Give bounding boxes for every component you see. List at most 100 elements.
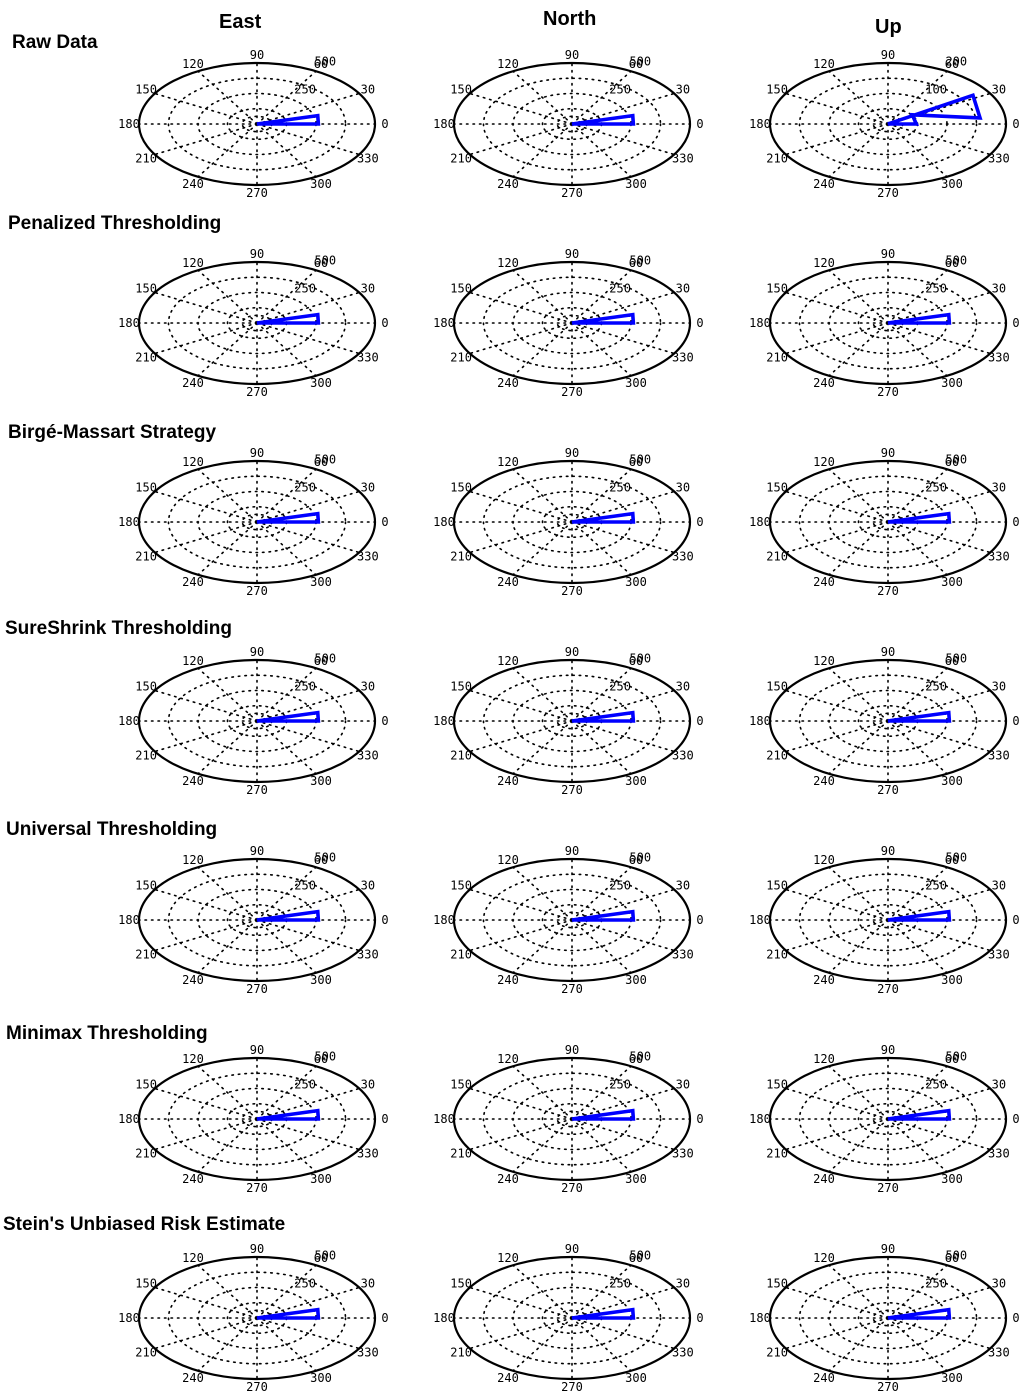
grid-spoke: [154, 521, 258, 554]
grid-spoke: [154, 888, 258, 921]
grid-spoke: [256, 919, 317, 974]
grid-ring: [798, 1271, 978, 1365]
polar-chart: 0 30 60 90 120 150 180 210 240 270 300 330 100 200: [749, 48, 1019, 200]
grid-spoke: [828, 1065, 889, 1120]
grid-spoke: [154, 1087, 258, 1120]
theta-tick-label: 210: [450, 351, 472, 365]
theta-tick-label: 240: [497, 973, 519, 987]
theta-tick-label: 270: [561, 1181, 583, 1195]
grid-spoke: [571, 468, 632, 523]
polar-frame: [137, 1056, 377, 1182]
grid-spoke: [256, 123, 360, 156]
radial-tick-label: 500: [945, 253, 967, 267]
theta-tick-label: 90: [881, 247, 895, 261]
column-title-north: North: [543, 8, 597, 30]
theta-tick-label: 90: [565, 1242, 579, 1256]
theta-tick-label: 30: [992, 282, 1006, 296]
theta-tick-label: 30: [676, 1277, 690, 1291]
theta-tick-label: 120: [182, 1052, 204, 1066]
grid-spoke: [785, 1286, 889, 1319]
data-wedge: [256, 1108, 321, 1121]
theta-tick-label: 120: [497, 654, 519, 668]
theta-tick-label: 330: [672, 948, 694, 962]
grid-spoke: [887, 322, 948, 377]
theta-tick-label: 90: [250, 446, 264, 460]
theta-tick-label: 300: [625, 774, 647, 788]
grid-spoke: [571, 269, 632, 324]
theta-tick-label: 330: [357, 351, 379, 365]
theta-tick-label: 90: [881, 844, 895, 858]
polar-chart: 0 30 60 90 120 150 180 210 240 270 300 330 250 500: [749, 1043, 1019, 1195]
theta-tick-label: 90: [250, 645, 264, 659]
theta-tick-label: 120: [497, 256, 519, 270]
grid-spoke: [154, 1317, 258, 1350]
theta-tick-label: 0: [696, 714, 703, 728]
grid-ring: [167, 873, 347, 967]
theta-tick-label: 0: [696, 913, 703, 927]
theta-tick-label: 330: [988, 550, 1010, 564]
grid-ring: [167, 276, 347, 370]
grid-spoke: [256, 1264, 317, 1319]
grid-spoke: [154, 490, 258, 523]
theta-tick-label: 150: [450, 680, 472, 694]
radial-tick-label: 500: [945, 1248, 967, 1262]
theta-tick-label: 240: [813, 1371, 835, 1385]
grid-spoke: [828, 866, 889, 921]
theta-tick-label: 210: [135, 351, 157, 365]
grid-spoke: [887, 919, 948, 974]
grid-spoke: [785, 888, 889, 921]
grid-spoke: [828, 322, 889, 377]
grid-spoke: [887, 490, 991, 523]
theta-tick-label: 30: [992, 1277, 1006, 1291]
theta-tick-label: 330: [357, 1147, 379, 1161]
radial-tick-label: 250: [925, 680, 947, 694]
theta-tick-label: 120: [182, 57, 204, 71]
grid-spoke: [887, 720, 991, 753]
theta-tick-label: 0: [696, 1112, 703, 1126]
polar-frame: [452, 260, 692, 386]
radial-tick-label: 500: [314, 850, 336, 864]
theta-tick-label: 210: [766, 948, 788, 962]
theta-tick-label: 270: [246, 783, 268, 797]
theta-tick-label: 0: [1012, 117, 1019, 131]
grid-spoke: [887, 521, 991, 554]
polar-frame: [452, 1056, 692, 1182]
radial-tick-label: 500: [629, 253, 651, 267]
theta-tick-label: 300: [625, 973, 647, 987]
theta-tick-label: 180: [749, 714, 771, 728]
theta-tick-label: 240: [497, 1371, 519, 1385]
grid-spoke: [154, 123, 258, 156]
theta-tick-label: 180: [433, 515, 455, 529]
theta-tick-label: 240: [497, 376, 519, 390]
grid-ring: [482, 674, 662, 768]
polar-chart: 0 30 60 90 120 150 180 210 240 270 300 330 250 500: [118, 48, 388, 200]
theta-tick-label: 180: [749, 1311, 771, 1325]
theta-tick-label: 240: [813, 774, 835, 788]
row-title-stein: Stein's Unbiased Risk Estimate: [3, 1214, 286, 1235]
theta-tick-label: 30: [676, 879, 690, 893]
grid-spoke: [469, 919, 573, 952]
grid-spoke: [154, 720, 258, 753]
grid-spoke: [828, 720, 889, 775]
theta-tick-label: 90: [250, 1043, 264, 1057]
grid-spoke: [887, 1087, 991, 1120]
grid-spoke: [571, 322, 632, 377]
grid-ring: [482, 276, 662, 370]
grid-spoke: [256, 521, 360, 554]
theta-tick-label: 210: [450, 749, 472, 763]
theta-tick-label: 270: [246, 385, 268, 399]
theta-tick-label: 0: [381, 1112, 388, 1126]
theta-tick-label: 120: [182, 654, 204, 668]
grid-spoke: [469, 720, 573, 753]
theta-tick-label: 180: [749, 515, 771, 529]
theta-tick-label: 60: [629, 1052, 643, 1066]
theta-tick-label: 60: [945, 853, 959, 867]
theta-tick-label: 150: [135, 879, 157, 893]
grid-spoke: [197, 1065, 258, 1120]
polar-chart: 0 30 60 90 120 150 180 210 240 270 300 330 250 500: [433, 844, 703, 996]
theta-tick-label: 270: [246, 982, 268, 996]
grid-spoke: [512, 1118, 573, 1173]
polar-frame: [452, 1255, 692, 1381]
polar-frame: [137, 61, 377, 187]
polar-chart: 0 30 60 90 120 150 180 210 240 270 300 330 250 500: [118, 247, 388, 399]
